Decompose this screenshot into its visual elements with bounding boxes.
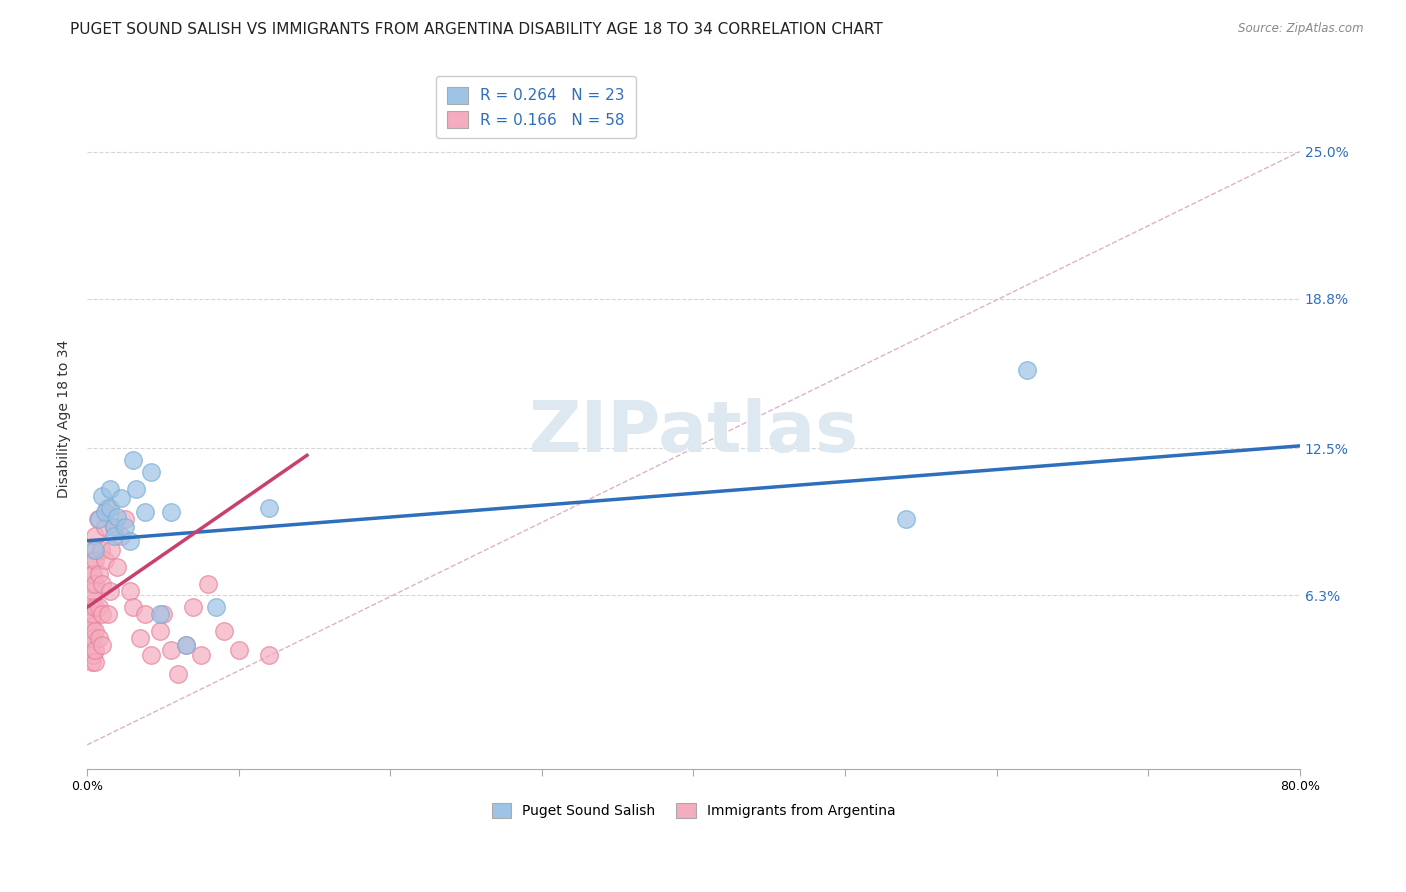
Point [94, 553, 117, 567]
Point [80, 576, 103, 591]
Point [91, 576, 114, 591]
Point [190, 648, 212, 662]
Point [83, 529, 105, 543]
Text: Source: ZipAtlas.com: Source: ZipAtlas.com [1239, 22, 1364, 36]
Point [98, 500, 121, 515]
Point [83, 600, 105, 615]
Point [80, 591, 103, 605]
Point [1015, 363, 1038, 377]
Point [107, 510, 129, 524]
Point [83, 643, 105, 657]
Point [197, 576, 219, 591]
Text: PUGET SOUND SALISH VS IMMIGRANTS FROM ARGENTINA DISABILITY AGE 18 TO 34 CORRELAT: PUGET SOUND SALISH VS IMMIGRANTS FROM AR… [70, 22, 883, 37]
Point [100, 543, 122, 558]
Point [80, 567, 103, 582]
Point [894, 512, 917, 526]
Point [118, 533, 141, 548]
Point [103, 519, 125, 533]
Point [79, 643, 101, 657]
Point [114, 512, 136, 526]
Point [118, 583, 141, 598]
Point [181, 600, 204, 615]
Point [89, 600, 111, 615]
Point [94, 505, 117, 519]
Point [91, 638, 114, 652]
Point [134, 505, 156, 519]
Point [139, 648, 162, 662]
Point [124, 482, 146, 496]
Point [257, 500, 280, 515]
Point [97, 607, 120, 622]
Point [103, 529, 125, 543]
Point [89, 512, 111, 526]
Point [91, 607, 114, 622]
Point [80, 619, 103, 633]
Point [83, 624, 105, 638]
Point [174, 638, 197, 652]
Point [83, 543, 105, 558]
Point [205, 600, 228, 615]
Point [94, 519, 117, 533]
Point [121, 600, 143, 615]
Point [89, 567, 111, 582]
Point [257, 648, 280, 662]
Point [82, 631, 104, 645]
Legend: Puget Sound Salish, Immigrants from Argentina: Puget Sound Salish, Immigrants from Arge… [485, 796, 903, 825]
Point [80, 638, 103, 652]
Point [167, 666, 190, 681]
Point [107, 560, 129, 574]
Point [90, 543, 112, 558]
Point [149, 624, 172, 638]
Point [82, 583, 104, 598]
Point [79, 615, 101, 629]
Point [110, 491, 132, 505]
Point [159, 505, 181, 519]
Point [103, 519, 125, 533]
Point [82, 648, 104, 662]
Point [82, 543, 104, 558]
Point [129, 631, 152, 645]
Point [174, 638, 197, 652]
Point [87, 512, 110, 526]
Point [212, 624, 235, 638]
Point [121, 453, 143, 467]
Y-axis label: Disability Age 18 to 34: Disability Age 18 to 34 [58, 340, 72, 498]
Point [80, 600, 103, 615]
Point [83, 553, 105, 567]
Point [114, 519, 136, 533]
Point [82, 567, 104, 582]
Point [152, 607, 174, 622]
Point [83, 655, 105, 669]
Point [79, 624, 101, 638]
Point [159, 643, 181, 657]
Point [98, 583, 121, 598]
Point [110, 529, 132, 543]
Point [89, 631, 111, 645]
Point [134, 607, 156, 622]
Text: ZIPatlas: ZIPatlas [529, 398, 859, 467]
Point [149, 607, 172, 622]
Point [80, 553, 103, 567]
Point [83, 576, 105, 591]
Point [139, 465, 162, 479]
Point [82, 607, 104, 622]
Point [96, 500, 118, 515]
Point [98, 482, 121, 496]
Point [228, 643, 250, 657]
Point [80, 655, 103, 669]
Point [91, 489, 114, 503]
